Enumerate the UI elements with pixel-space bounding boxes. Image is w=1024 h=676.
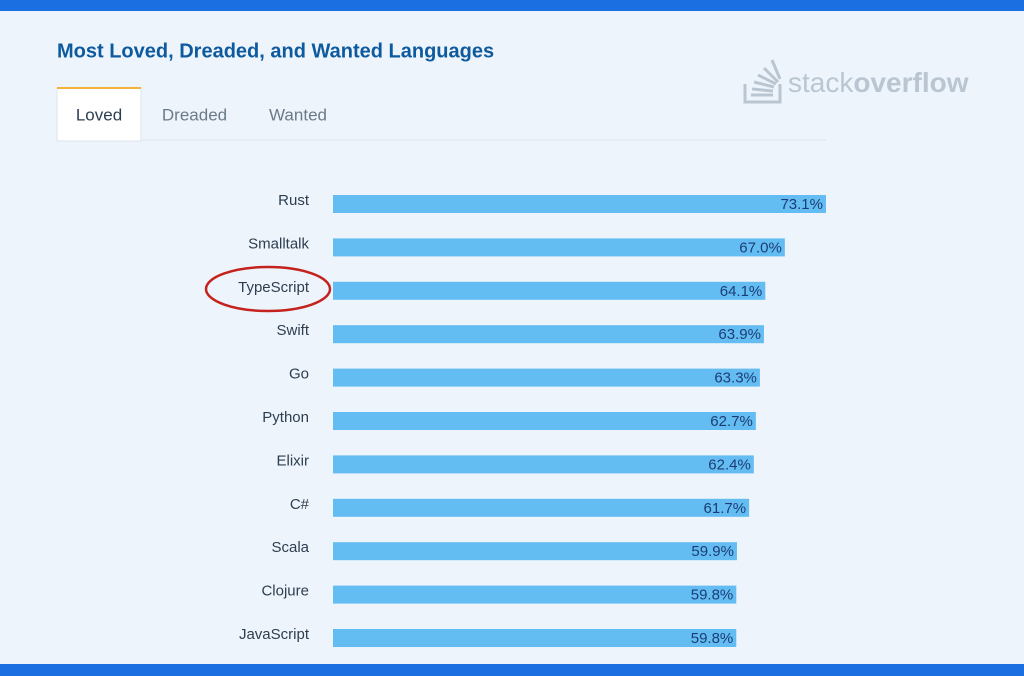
logo-icon bbox=[743, 59, 782, 104]
tab-background bbox=[56, 87, 142, 142]
tab-label[interactable]: Loved bbox=[76, 105, 122, 124]
tab-bar: Loved Dreaded Wanted bbox=[56, 87, 327, 142]
category-label: JavaScript bbox=[239, 626, 310, 643]
value-label: 62.4% bbox=[708, 456, 751, 473]
category-label: TypeScript bbox=[238, 279, 310, 296]
category-label: Clojure bbox=[261, 583, 309, 600]
plot: Rust 73.1% Smalltalk 67.0% TypeScript 64.1% Sw… bbox=[238, 192, 826, 647]
bar bbox=[333, 542, 737, 561]
category-label: Elixir bbox=[277, 452, 310, 469]
category-label: Python bbox=[262, 409, 309, 426]
bottom-border bbox=[0, 664, 1024, 676]
category-label: Scala bbox=[271, 539, 309, 556]
top-border bbox=[0, 0, 1024, 11]
value-label: 61.7% bbox=[704, 500, 747, 517]
value-label: 59.8% bbox=[691, 587, 734, 604]
bar bbox=[333, 281, 766, 300]
logo-text: stackoverflow bbox=[788, 67, 969, 98]
category-label: C# bbox=[290, 496, 310, 513]
logo-overflow: overflow bbox=[853, 67, 968, 98]
bar bbox=[333, 195, 826, 213]
bar bbox=[333, 368, 760, 387]
category-label: Go bbox=[289, 366, 309, 383]
value-label: 62.7% bbox=[710, 413, 753, 430]
bar bbox=[333, 629, 737, 647]
category-label: Smalltalk bbox=[248, 235, 309, 252]
bar bbox=[333, 498, 750, 517]
bar bbox=[333, 412, 756, 430]
value-label: 64.1% bbox=[720, 283, 763, 300]
chart-title: Most Loved, Dreaded, and Wanted Language… bbox=[57, 40, 494, 62]
logo: stackoverflow bbox=[743, 59, 969, 104]
category-label: Swift bbox=[276, 322, 309, 339]
logo-stack: stack bbox=[788, 67, 854, 98]
bar bbox=[333, 455, 754, 474]
tab[interactable]: Loved bbox=[56, 87, 142, 142]
value-label: 63.3% bbox=[714, 370, 757, 387]
value-label: 67.0% bbox=[739, 239, 782, 256]
bar bbox=[333, 238, 785, 257]
tab-label[interactable]: Wanted bbox=[269, 105, 327, 124]
tab-label[interactable]: Dreaded bbox=[162, 105, 227, 124]
value-label: 59.8% bbox=[691, 630, 734, 647]
category-label: Rust bbox=[278, 192, 310, 209]
value-label: 63.9% bbox=[718, 326, 761, 343]
value-label: 73.1% bbox=[780, 196, 823, 213]
bar bbox=[333, 585, 737, 604]
tab[interactable]: Dreaded bbox=[162, 105, 227, 124]
bar bbox=[333, 325, 764, 344]
value-label: 59.9% bbox=[691, 543, 734, 560]
tab[interactable]: Wanted bbox=[269, 105, 327, 124]
tab-indicator bbox=[57, 87, 141, 89]
highlight-circle bbox=[204, 265, 332, 313]
